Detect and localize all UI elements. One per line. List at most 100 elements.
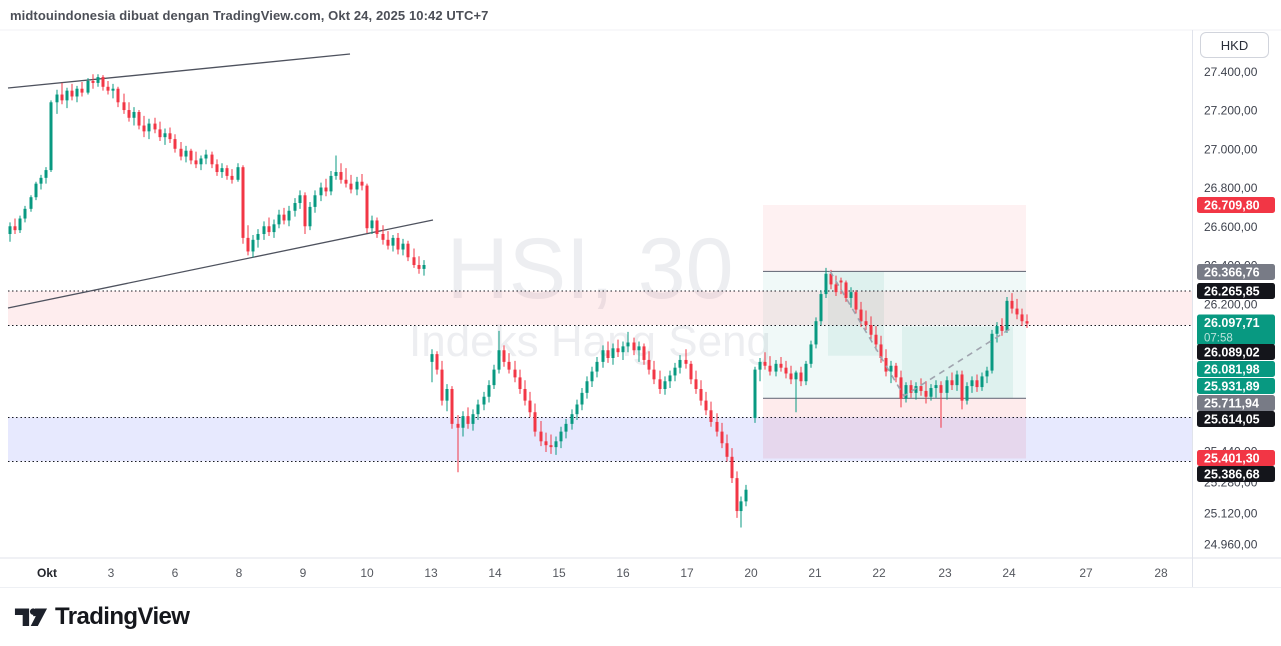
candle-body [324, 187, 328, 192]
time-axis-label: 23 [938, 566, 952, 580]
candlestick-series [8, 74, 1029, 528]
candle-body [689, 363, 693, 380]
tradingview-logo-text: TradingView [55, 603, 190, 630]
price-badge [1197, 264, 1275, 280]
candle-body [621, 346, 625, 353]
price-badge [1197, 411, 1275, 427]
candle-body [834, 284, 838, 293]
candle-body [694, 379, 698, 389]
price-axis-label: 26.200,00 [1204, 297, 1258, 311]
trendlines[interactable] [7, 53, 434, 309]
candle-body [230, 175, 234, 180]
candle-body [720, 431, 724, 444]
candle-body [334, 172, 338, 176]
candle-body [804, 363, 808, 382]
candle-body [632, 342, 636, 351]
candle-body [391, 237, 395, 246]
projection-path[interactable] [829, 270, 1014, 398]
tradingview-logo[interactable]: TradingView [14, 603, 190, 631]
price-badge-value: 26.081,98 [1204, 363, 1260, 377]
candle-body [1015, 308, 1019, 315]
candle-body [461, 416, 465, 428]
candle-body [329, 175, 333, 192]
candle-body [518, 377, 522, 389]
time-axis-label: 10 [360, 566, 374, 580]
candle-body [668, 375, 672, 382]
candle-body [179, 148, 183, 157]
candle-body [814, 321, 818, 345]
candle-body [616, 348, 620, 353]
resistance-band [8, 291, 1192, 326]
candle-body [884, 358, 888, 372]
projection-zigzag[interactable] [829, 270, 1014, 398]
candle-body [559, 431, 563, 442]
time-axis[interactable]: Okt 3 6 8 9 10 13 14 15 16 17 20 21 22 23 24 27 28 [37, 566, 1168, 580]
candle-body [70, 90, 74, 97]
candle-body [55, 94, 59, 103]
candle-body [476, 404, 480, 415]
candle-body [699, 388, 703, 401]
candle-body [375, 220, 379, 235]
candle-body [111, 88, 115, 91]
currency-button[interactable]: HKD [1200, 32, 1269, 58]
candle-body [1005, 300, 1009, 331]
time-axis-label: 9 [300, 566, 307, 580]
candle-body [256, 234, 260, 240]
candle-body [894, 365, 898, 378]
candle-body [401, 243, 405, 250]
candle-body [251, 239, 255, 252]
trendline[interactable] [7, 53, 351, 89]
candle-body [784, 367, 788, 374]
price-badge [1197, 466, 1275, 482]
candle-body [879, 344, 883, 359]
candle-body [590, 371, 594, 382]
candle-body [344, 179, 348, 184]
candle-body [210, 154, 214, 165]
candle-body [308, 206, 312, 227]
candle-body [101, 77, 105, 87]
candle-body [34, 183, 38, 198]
candle-body [349, 183, 353, 190]
time-axis-label: 17 [680, 566, 694, 580]
candle-body [86, 80, 90, 93]
candle-body [854, 292, 858, 310]
price-badge [1197, 197, 1275, 213]
candle-body [173, 139, 177, 149]
tradingview-logo-icon [14, 607, 48, 626]
candle-body [1000, 326, 1004, 331]
candle-body [809, 344, 813, 364]
candle-body [950, 380, 954, 386]
time-axis-label: 16 [616, 566, 630, 580]
time-axis-label: 14 [488, 566, 502, 580]
candle-body [440, 369, 444, 401]
trendline[interactable] [7, 219, 434, 309]
time-axis-label: 22 [872, 566, 886, 580]
candle-body [204, 154, 208, 159]
candle-body [246, 237, 250, 252]
candle-body [220, 168, 224, 173]
candle-body [147, 123, 151, 132]
price-badge [1197, 344, 1275, 360]
candle-body [829, 273, 833, 285]
candle-body [678, 359, 682, 368]
candle-body [955, 374, 959, 386]
price-axis-label: 27.000,00 [1204, 142, 1258, 156]
candle-body [652, 369, 656, 380]
candle-body [497, 350, 501, 370]
candle-body [601, 350, 605, 362]
time-axis-label: 24 [1002, 566, 1016, 580]
candle-body [96, 77, 100, 83]
price-badge-value: 25.931,89 [1204, 380, 1260, 394]
candle-body [39, 177, 43, 184]
price-badge [1197, 283, 1275, 299]
candle-body [365, 185, 369, 229]
candle-body [137, 111, 141, 126]
time-axis-label: 15 [552, 566, 566, 580]
candle-body [554, 441, 558, 448]
price-axis-label: 25.120,00 [1204, 506, 1258, 520]
time-axis-label: 3 [108, 566, 115, 580]
candle-body [80, 88, 84, 93]
lower-risk-zone [763, 398, 1026, 459]
price-badge [1197, 378, 1275, 394]
